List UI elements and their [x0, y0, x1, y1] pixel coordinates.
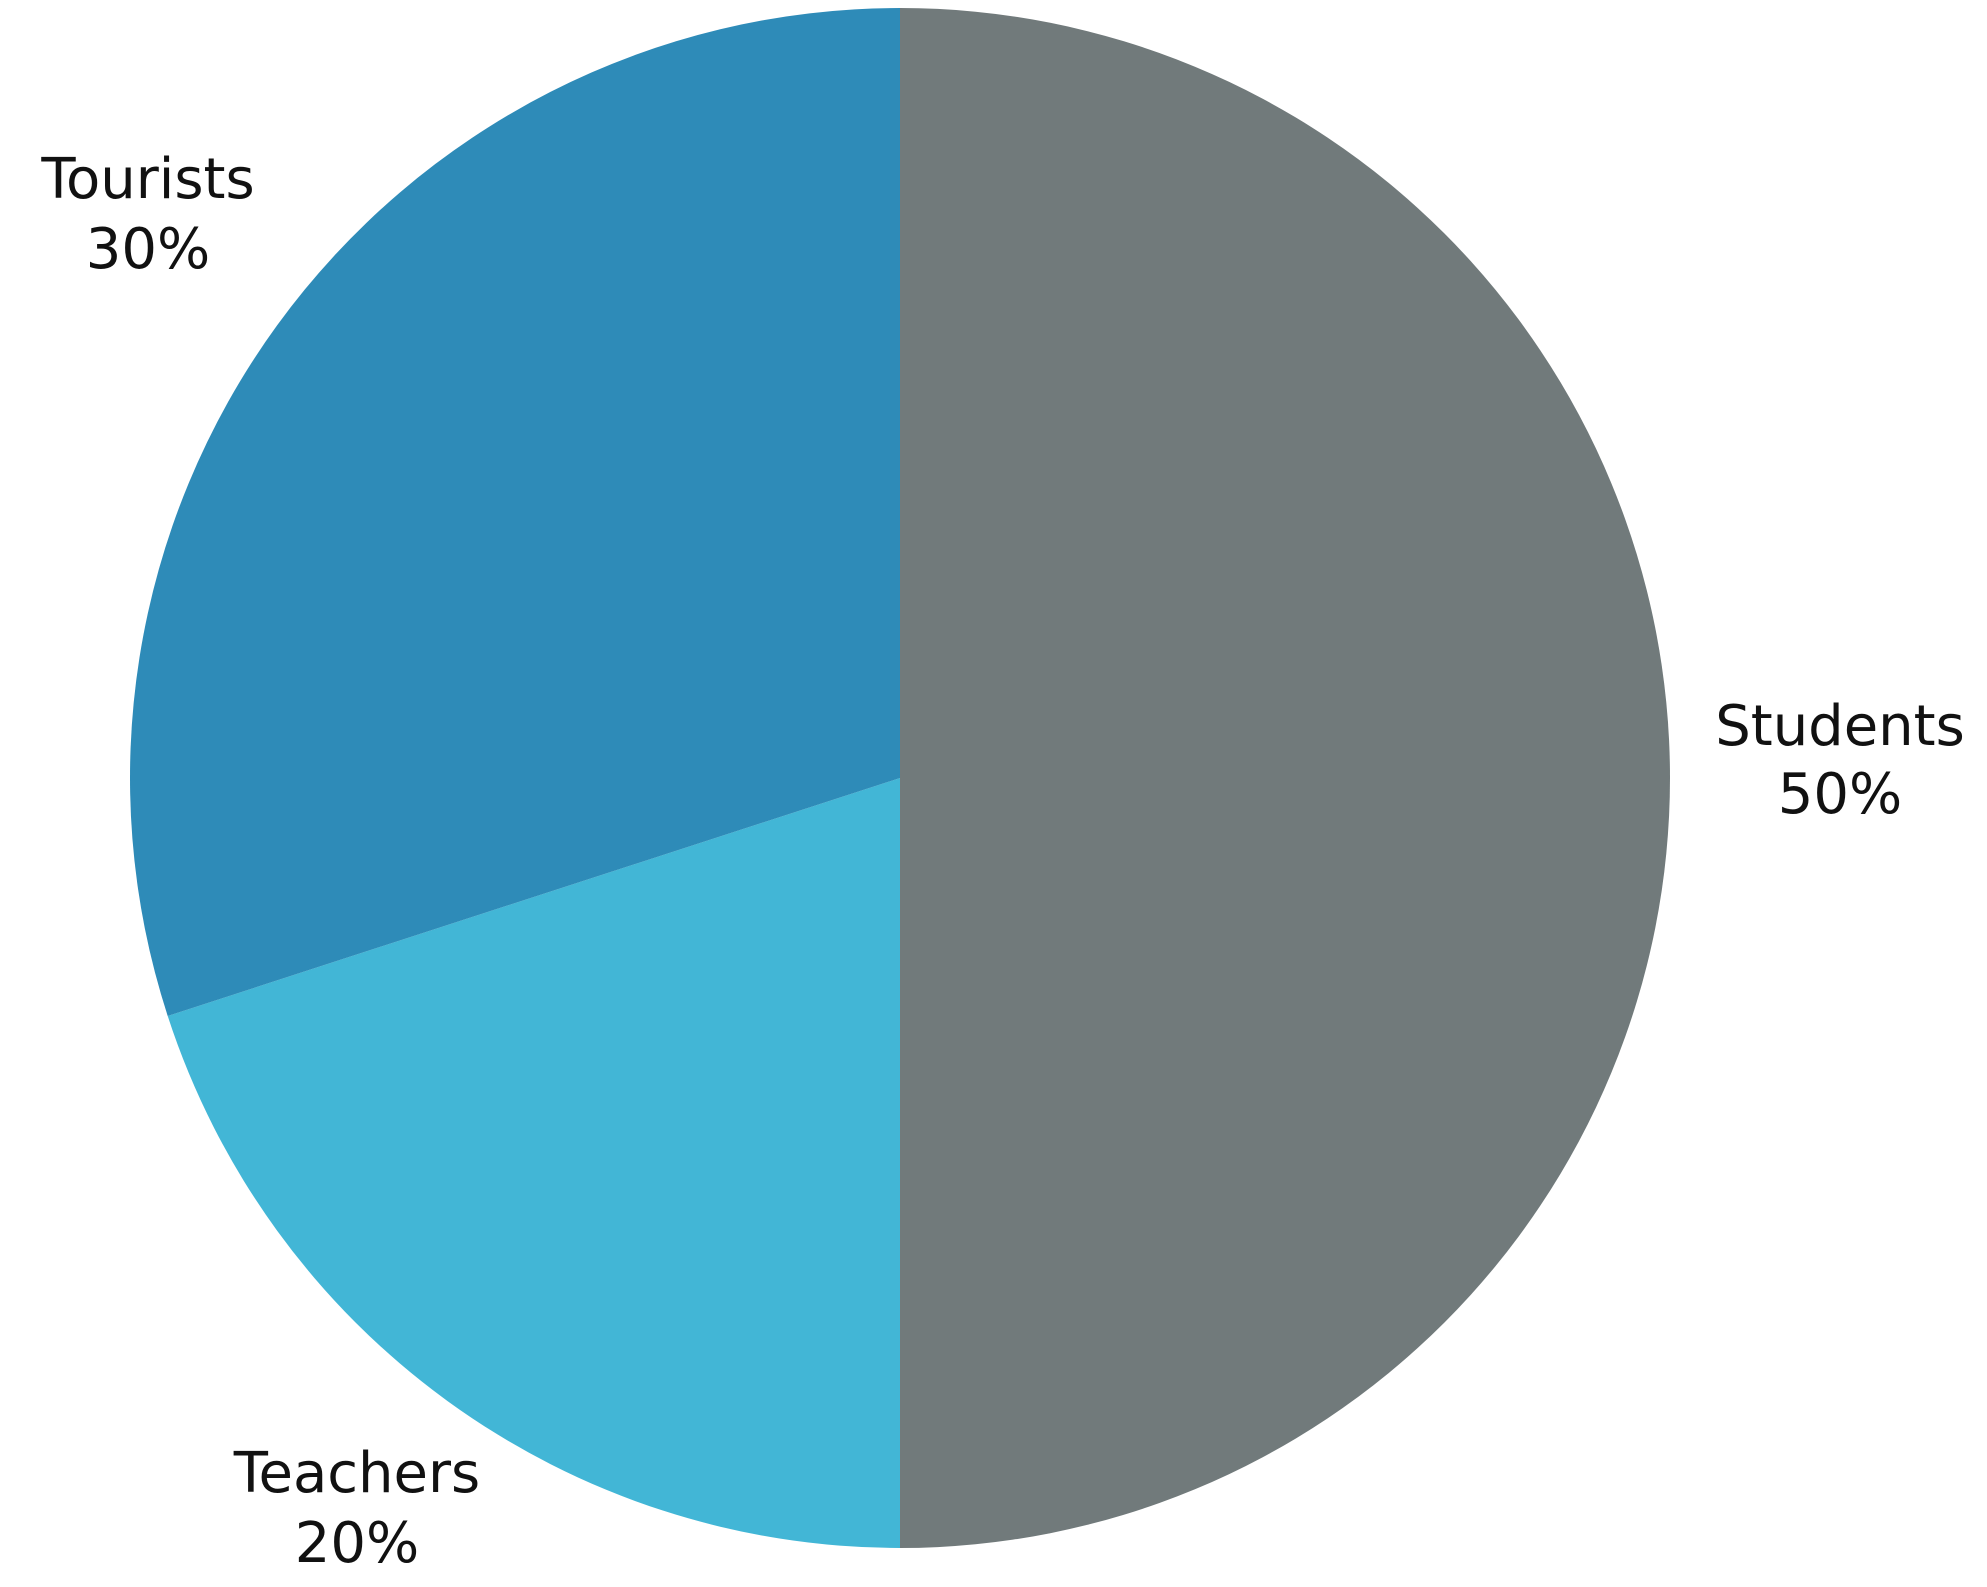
pie-slice-students	[900, 8, 1670, 1548]
slice-value-tourists: 30%	[86, 217, 210, 282]
slice-label-students: Students	[1715, 694, 1965, 759]
slice-value-students: 50%	[1778, 762, 1902, 827]
pie-slices	[130, 8, 1670, 1548]
pie-slice-teachers	[167, 778, 900, 1548]
slice-label-teachers: Teachers	[233, 1441, 480, 1506]
slice-value-teachers: 20%	[295, 1511, 419, 1576]
slice-label-tourists: Tourists	[40, 147, 254, 212]
pie-slice-tourists	[130, 8, 900, 1016]
